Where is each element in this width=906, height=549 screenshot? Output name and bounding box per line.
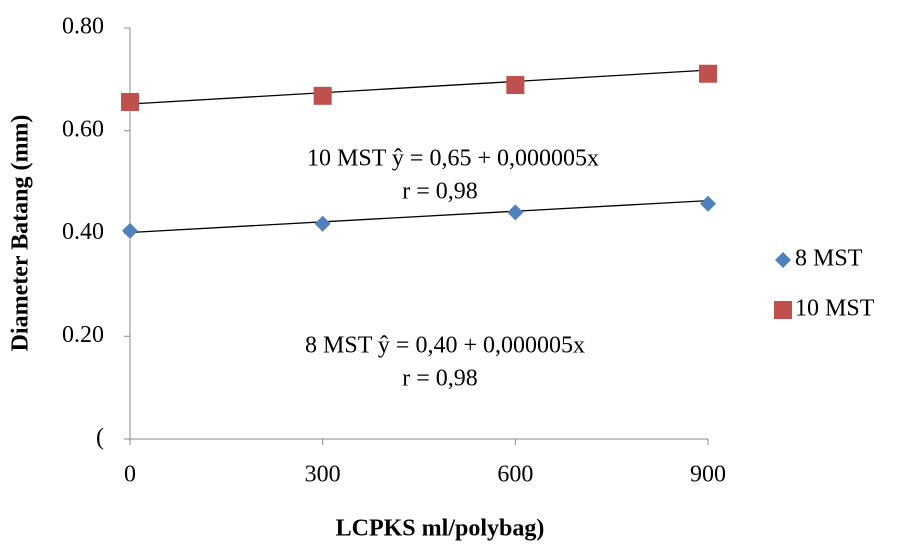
y-tick-label: 0.20 <box>62 322 104 348</box>
annotation: 10 MST ŷ = 0,65 + 0,000005x <box>307 146 599 172</box>
x-tick-label: 900 <box>690 462 726 488</box>
annotation: r = 0,98 <box>402 179 478 205</box>
x-tick-label: 600 <box>497 462 533 488</box>
data-point <box>506 76 525 95</box>
trendline <box>129 69 709 105</box>
legend-label: 10 MST <box>795 296 875 322</box>
y-tick-label: ( <box>96 425 104 451</box>
data-point <box>699 64 717 83</box>
trendline <box>129 199 709 234</box>
legend-label: 8 MST <box>795 246 863 272</box>
data-point <box>314 215 331 232</box>
data-point <box>121 92 139 111</box>
data-point <box>507 204 524 221</box>
x-axis-title: LCPKS ml/polybag) <box>336 516 545 542</box>
y-tick-label: 0.40 <box>62 219 104 245</box>
data-point <box>313 86 332 105</box>
y-tick-label: 0.60 <box>62 116 104 142</box>
y-axis-title: Diameter Batang (mm) <box>8 115 34 352</box>
x-tick-label: 300 <box>305 462 341 488</box>
data-point <box>122 222 138 239</box>
legend-marker <box>775 252 791 268</box>
x-tick-label: 0 <box>124 462 136 488</box>
annotation: 8 MST ŷ = 0,40 + 0,000005x <box>305 333 585 359</box>
annotation: r = 0,98 <box>402 366 478 392</box>
legend-marker <box>774 301 792 319</box>
data-point <box>700 195 716 212</box>
y-tick-label: 0.80 <box>62 14 104 40</box>
